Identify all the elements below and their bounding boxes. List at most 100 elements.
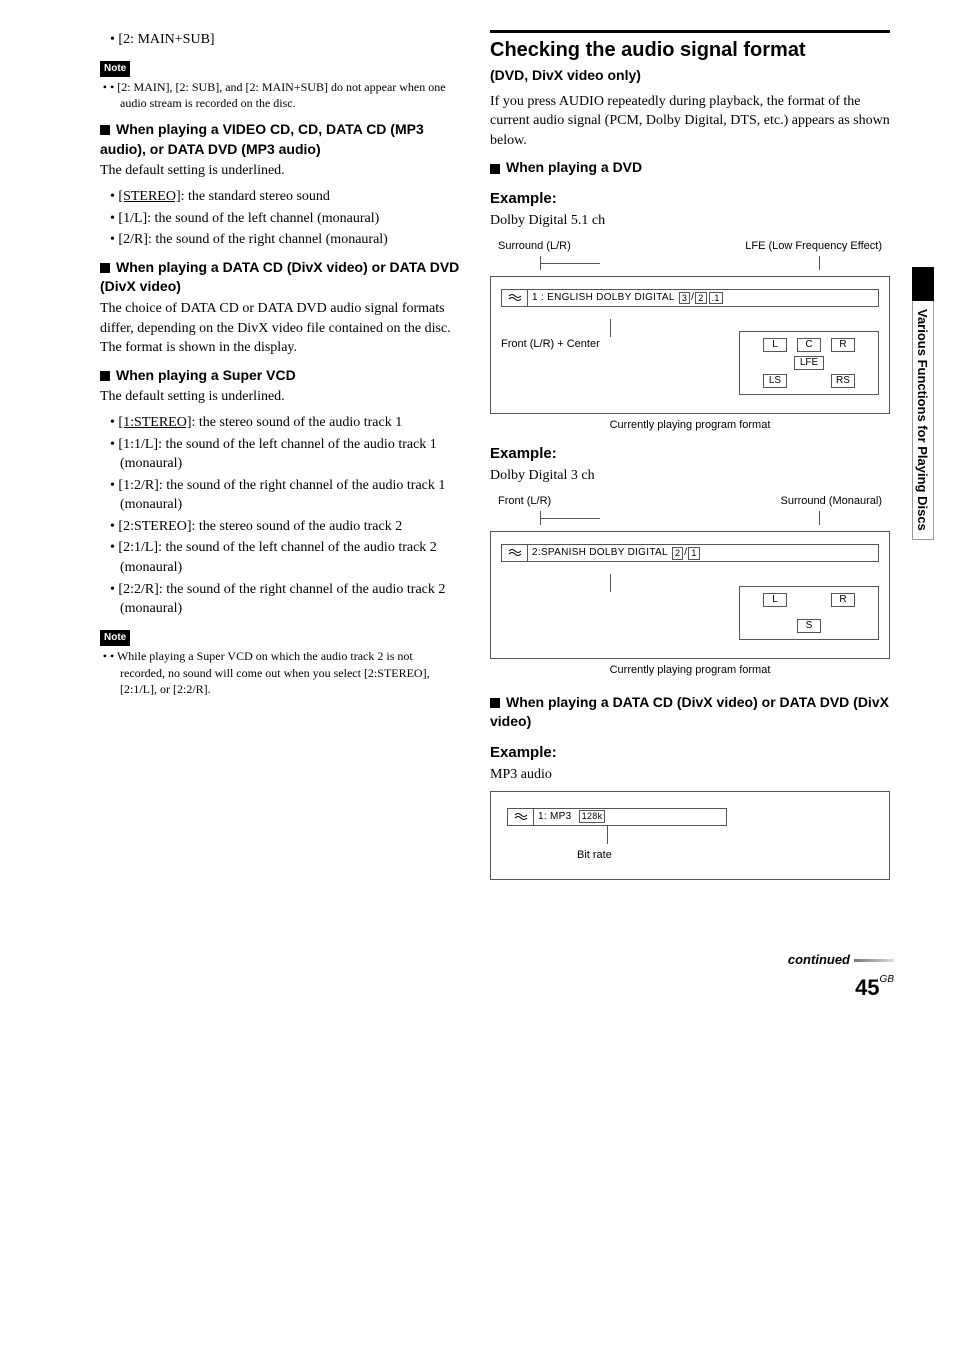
example-line: Dolby Digital 3 ch: [490, 466, 890, 486]
note-body: [2: MAIN], [2: SUB], and [2: MAIN+SUB] d…: [100, 79, 460, 113]
page-region: GB: [880, 974, 894, 985]
info-bar: 1 : ENGLISH DOLBY DIGITAL 3/ 2 .1: [501, 289, 879, 307]
item-key: [2/R]: [118, 232, 148, 247]
ch-l: L: [763, 593, 787, 607]
section-heading: Checking the audio signal format: [490, 39, 890, 62]
section-subheading: (DVD, DivX video only): [490, 66, 890, 86]
item-key: [2:1/L]: [118, 540, 158, 555]
list-item: [1:STEREO]: the stereo sound of the audi…: [110, 413, 460, 433]
item-val: : the sound of the left channel of the a…: [120, 437, 437, 472]
bar-label: 1: MP3: [538, 810, 571, 824]
item-val: : the stereo sound of the audio track 2: [192, 519, 403, 534]
item-key: [1:1/L]: [118, 437, 158, 452]
info-bar: 2:SPANISH DOLBY DIGITAL 2/ 1: [501, 544, 879, 562]
subheading-svcd: When playing a Super VCD: [100, 366, 460, 386]
bar-text-mp3: 1: MP3 128k: [534, 809, 726, 825]
list-item: [1/L]: the sound of the left channel (mo…: [110, 209, 460, 229]
bar-num: 2: [695, 292, 706, 305]
diagram-labels: Surround (L/R) LFE (Low Frequency Effect…: [498, 239, 882, 254]
note-text: [2: MAIN], [2: SUB], and [2: MAIN+SUB] d…: [110, 79, 460, 113]
vcd-list: [STEREO]: the standard stereo sound [1/L…: [100, 187, 460, 250]
ch-lfe: LFE: [794, 356, 824, 370]
default-note: The default setting is underlined.: [100, 161, 460, 181]
list-item: [STEREO]: the standard stereo sound: [110, 187, 460, 207]
ch-r: R: [831, 338, 855, 352]
item-val: : the sound of the right channel (monaur…: [148, 232, 388, 247]
intro-text: If you press AUDIO repeatedly during pla…: [490, 92, 890, 151]
svcd-list: [1:STEREO]: the stereo sound of the audi…: [100, 413, 460, 619]
note-tag: Note: [100, 61, 130, 77]
diagram-3ch: 2:SPANISH DOLBY DIGITAL 2/ 1 L R S: [490, 531, 890, 659]
item-key: [2:STEREO]: [118, 519, 191, 534]
bitrate-box: 128k: [579, 810, 606, 823]
diagram-caption: Currently playing program format: [490, 418, 890, 433]
ch-rs: RS: [831, 374, 855, 388]
label-surround-mono: Surround (Monaural): [781, 494, 883, 509]
default-note: The default setting is underlined.: [100, 387, 460, 407]
label-front: Front (L/R): [498, 494, 551, 509]
side-tab: Various Functions for Playing Discs: [912, 300, 934, 540]
bar-text: 1 : ENGLISH DOLBY DIGITAL 3/ 2 .1: [528, 290, 878, 306]
list-item: [1:2/R]: the sound of the right channel …: [110, 476, 460, 515]
continued-label: continued: [788, 952, 850, 967]
ch-s: S: [797, 619, 821, 633]
example-heading: Example:: [490, 742, 890, 763]
channel-grid: L R S: [739, 586, 879, 640]
diagram-5-1: 1 : ENGLISH DOLBY DIGITAL 3/ 2 .1 Front …: [490, 276, 890, 414]
subheading-text: When playing a VIDEO CD, CD, DATA CD (MP…: [100, 121, 424, 157]
ch-l: L: [763, 338, 787, 352]
ch-c: C: [797, 338, 821, 352]
item-key: [1/L]: [118, 211, 147, 226]
diagram-caption: Currently playing program format: [490, 663, 890, 678]
item-val: : the sound of the left channel of the a…: [120, 540, 437, 575]
bar-num: 2: [672, 547, 683, 560]
channel-grid: L C R LFE LS RS: [739, 331, 879, 395]
example-line: MP3 audio: [490, 765, 890, 785]
page-number: 45: [855, 975, 879, 1000]
item-val: : the standard stereo sound: [181, 189, 330, 204]
example-heading: Example:: [490, 443, 890, 464]
item-key: [STEREO]: [118, 189, 180, 204]
note-tag: Note: [100, 630, 130, 646]
audio-icon: [508, 809, 534, 825]
bar-num: 1: [688, 547, 699, 560]
item-val: : the stereo sound of the audio track 1: [192, 415, 403, 430]
bar-text: 2:SPANISH DOLBY DIGITAL 2/ 1: [528, 545, 878, 561]
bar-label: 2:SPANISH DOLBY DIGITAL: [532, 546, 668, 560]
section-rule: [490, 30, 890, 33]
label-lfe: LFE (Low Frequency Effect): [745, 239, 882, 254]
item-val: : the sound of the left channel (monaura…: [147, 211, 379, 226]
item-key: [1:2/R]: [118, 478, 158, 493]
subheading-divx: When playing a DATA CD (DivX video) or D…: [100, 258, 460, 297]
subheading-divx2: When playing a DATA CD (DivX video) or D…: [490, 693, 890, 732]
item-key: [1:STEREO]: [118, 415, 191, 430]
label-front-center: Front (L/R) + Center: [501, 337, 719, 352]
page-footer: continued 45GB: [0, 950, 954, 1004]
audio-icon: [502, 545, 528, 561]
diagram-labels: Front (L/R) Surround (Monaural): [498, 494, 882, 509]
info-bar: 1: MP3 128k: [507, 808, 727, 826]
right-column: Checking the audio signal format (DVD, D…: [490, 30, 890, 880]
subheading-text: When playing a DATA CD (DivX video) or D…: [490, 694, 889, 730]
audio-icon: [502, 290, 528, 306]
item-val: : the sound of the right channel of the …: [120, 582, 445, 617]
subheading-vcd: When playing a VIDEO CD, CD, DATA CD (MP…: [100, 120, 460, 159]
list-item: [2: MAIN+SUB]: [110, 30, 460, 50]
ch-ls: LS: [763, 374, 787, 388]
bar-num: 3: [679, 292, 690, 305]
left-column: [2: MAIN+SUB] Note [2: MAIN], [2: SUB], …: [100, 30, 460, 880]
ch-r: R: [831, 593, 855, 607]
subheading-text: When playing a Super VCD: [116, 367, 296, 383]
list-item: [2/R]: the sound of the right channel (m…: [110, 230, 460, 250]
divx-body: The choice of DATA CD or DATA DVD audio …: [100, 299, 460, 358]
example-heading: Example:: [490, 188, 890, 209]
label-surround: Surround (L/R): [498, 239, 571, 254]
bar-num: .1: [709, 292, 723, 305]
item-key: [2:2/R]: [118, 582, 158, 597]
bitrate-caption: Bit rate: [577, 848, 873, 863]
diagram-mp3: 1: MP3 128k Bit rate: [490, 791, 890, 880]
list-item: [2:STEREO]: the stereo sound of the audi…: [110, 517, 460, 537]
note-text: While playing a Super VCD on which the a…: [110, 648, 460, 698]
top-list: [2: MAIN+SUB]: [100, 30, 460, 50]
subheading-text: When playing a DVD: [506, 159, 642, 175]
